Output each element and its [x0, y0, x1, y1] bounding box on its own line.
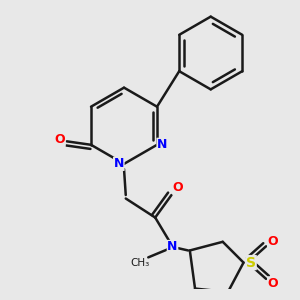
Text: O: O	[268, 235, 278, 248]
Text: O: O	[55, 133, 65, 146]
Text: N: N	[157, 138, 167, 151]
Text: S: S	[246, 256, 256, 270]
Text: N: N	[114, 158, 124, 170]
Text: O: O	[172, 181, 183, 194]
Text: O: O	[268, 277, 278, 290]
Text: CH₃: CH₃	[130, 258, 149, 268]
Text: N: N	[167, 241, 178, 254]
